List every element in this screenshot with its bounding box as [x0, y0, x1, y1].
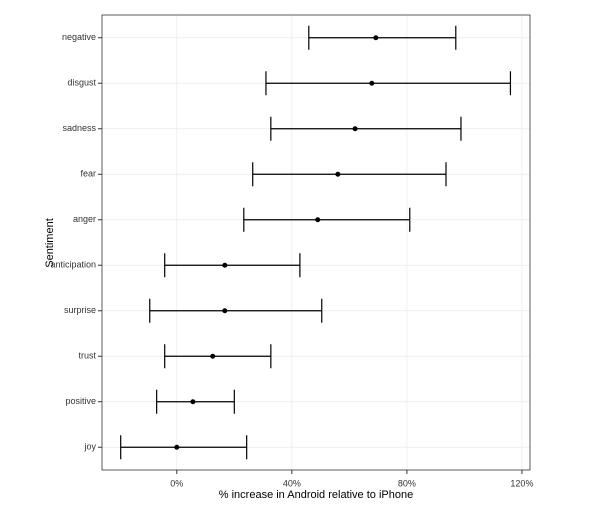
- point: [190, 399, 196, 405]
- point: [315, 217, 321, 223]
- y-tick-label: anticipation: [50, 260, 96, 270]
- y-tick-label: fear: [80, 169, 96, 179]
- y-tick-label: positive: [65, 396, 96, 406]
- y-tick-label: negative: [62, 32, 96, 42]
- y-tick-label: disgust: [67, 78, 96, 88]
- point: [222, 308, 228, 314]
- x-tick-label: 120%: [510, 478, 533, 488]
- y-axis-title: Sentiment: [44, 218, 56, 268]
- x-tick-label: 80%: [398, 478, 416, 488]
- point: [373, 35, 379, 41]
- y-tick-label: surprise: [64, 305, 96, 315]
- y-tick-label: trust: [78, 351, 96, 361]
- x-tick-label: 0%: [170, 478, 183, 488]
- y-tick-label: anger: [73, 214, 96, 224]
- y-tick-label: joy: [83, 442, 96, 452]
- point: [210, 353, 216, 359]
- point: [352, 126, 358, 132]
- x-tick-label: 40%: [283, 478, 301, 488]
- point: [335, 171, 341, 177]
- y-tick-label: sadness: [62, 123, 96, 133]
- point: [222, 262, 228, 268]
- panel-border: [101, 14, 531, 471]
- point: [369, 80, 375, 86]
- point: [174, 444, 180, 450]
- x-axis-title: % increase in Android relative to iPhone: [219, 489, 413, 501]
